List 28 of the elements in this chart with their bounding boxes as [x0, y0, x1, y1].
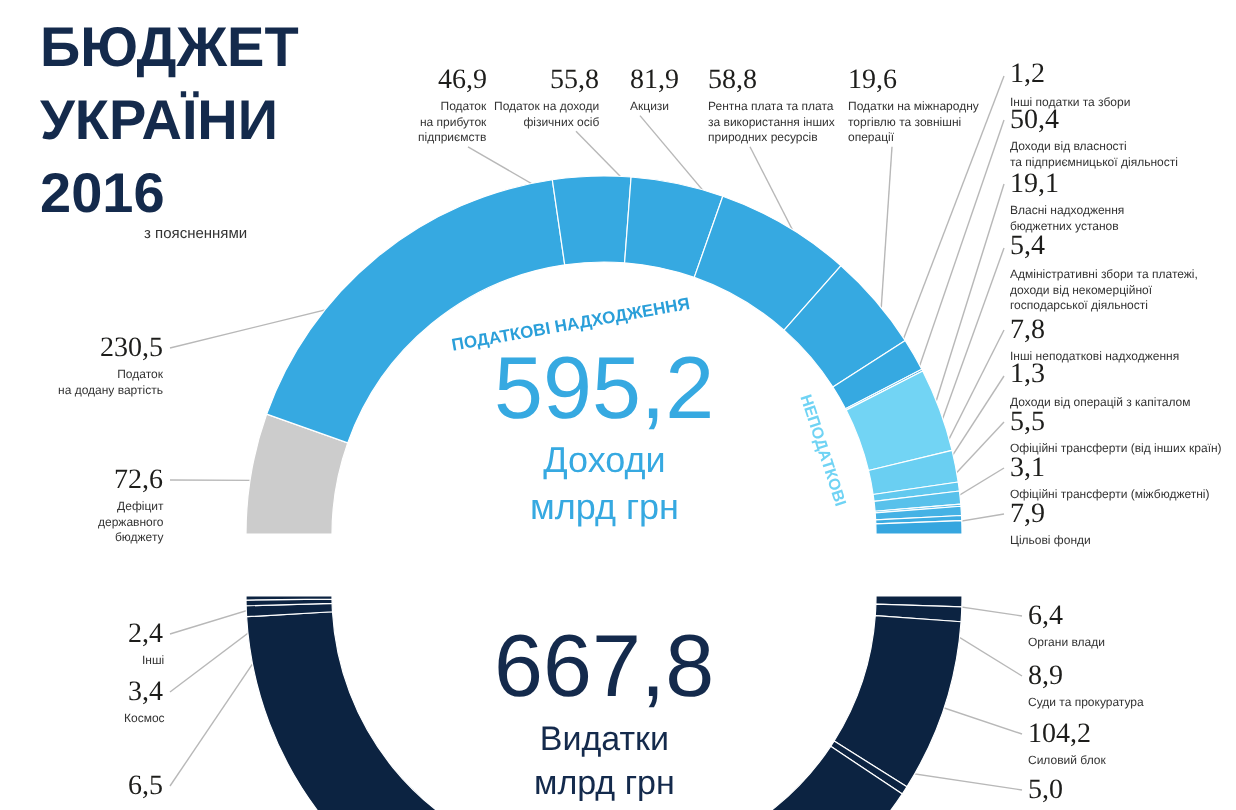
- text: 595,2: [494, 340, 715, 438]
- data-label: 3,1: [1010, 454, 1045, 484]
- data-label: 5,0: [1028, 776, 1063, 806]
- data-label: 2,4: [128, 620, 163, 650]
- text: Видатки млрд грн: [534, 720, 675, 803]
- data-label: 1,2: [1010, 60, 1045, 90]
- data-label: 55,8: [550, 66, 599, 96]
- data-label: 46,9: [438, 66, 487, 96]
- data-label: 19,1: [1010, 170, 1059, 200]
- data-label: 58,8: [708, 66, 757, 96]
- text: Доходи млрд грн: [530, 440, 679, 527]
- data-label: 5,4: [1010, 232, 1045, 262]
- chart-title: БЮДЖЕТ УКРАЇНИ 2016: [40, 16, 299, 224]
- data-label: 72,6: [114, 466, 163, 496]
- text: 667,8: [494, 618, 715, 716]
- data-label: 81,9: [630, 66, 679, 96]
- data-label: 6,4: [1028, 602, 1063, 632]
- data-label: 1,3: [1010, 360, 1045, 390]
- data-label: 230,5: [100, 334, 163, 364]
- data-label: 3,4: [128, 678, 163, 708]
- data-label: 5,5: [1010, 408, 1045, 438]
- data-label: 7,9: [1010, 500, 1045, 530]
- data-label: 7,8: [1010, 316, 1045, 346]
- data-label: 50,4: [1010, 106, 1059, 136]
- data-label: 8,9: [1028, 662, 1063, 692]
- data-label: 19,6: [848, 66, 897, 96]
- data-label: 104,2: [1028, 720, 1091, 750]
- data-label: 6,5: [128, 772, 163, 802]
